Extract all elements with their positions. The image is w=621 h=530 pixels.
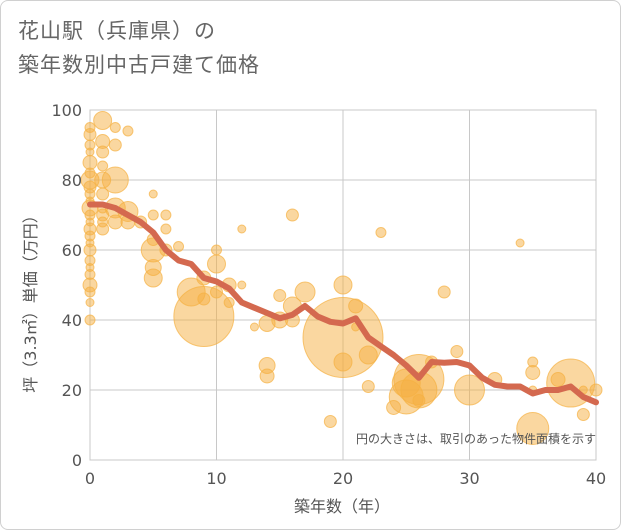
bubble-point <box>237 224 247 234</box>
bubble-point <box>454 374 485 406</box>
x-tick-label: 0 <box>85 469 95 488</box>
chart-title-line2: 築年数別中古戸建て価格 <box>18 53 260 77</box>
bubble-layer <box>80 111 603 445</box>
bubble-point <box>96 222 110 236</box>
bubble-point <box>348 298 364 314</box>
bubble-point <box>450 345 464 358</box>
bubble-point <box>148 189 158 199</box>
bubble-point <box>173 241 185 252</box>
x-tick-label: 30 <box>459 469 479 488</box>
bubble-point <box>83 128 97 141</box>
x-tick-label: 40 <box>586 469 606 488</box>
chart-title: 花山駅（兵庫県）の 築年数別中古戸建て価格 <box>18 14 260 82</box>
bubble-point <box>82 155 98 170</box>
bubble-point <box>375 227 387 238</box>
bubble-point <box>84 286 96 298</box>
average-price-line <box>87 201 599 406</box>
bubble-point <box>323 415 337 428</box>
bubble-point <box>525 365 541 380</box>
bubble-point <box>412 394 426 407</box>
bubble-point <box>147 209 159 221</box>
chart-title-line1: 花山駅（兵庫県）の <box>18 19 216 43</box>
bubble-point <box>437 285 451 299</box>
bubble-point <box>143 268 163 288</box>
tick-labels: 0 10 20 30 40 0 20 40 60 80 100 <box>51 101 606 488</box>
bubble-point <box>122 125 134 137</box>
bubble-point <box>249 322 259 332</box>
bubble-point <box>294 281 316 303</box>
x-axis-label: 築年数（年） <box>294 497 390 516</box>
bubble-point <box>83 243 97 257</box>
bubble-point <box>361 380 375 393</box>
bubble-point <box>515 238 525 248</box>
bubble-point <box>516 412 550 445</box>
bubble-point <box>207 254 226 274</box>
bubble-point <box>333 275 353 295</box>
bubble-point <box>259 368 275 384</box>
bubble-point <box>285 208 299 222</box>
bubble-point <box>96 145 110 159</box>
bubble-size-note: 円の大きさは、取引のあった物件面積を示す <box>356 431 596 446</box>
y-tick-label: 60 <box>62 241 82 260</box>
bubble-point <box>101 166 129 194</box>
bubble-point <box>93 111 113 130</box>
bubble-point <box>108 138 122 152</box>
bubble-point <box>237 280 247 290</box>
y-tick-label: 100 <box>51 101 82 120</box>
bubble-point <box>85 298 95 307</box>
bubble-point <box>109 122 121 133</box>
y-tick-label: 40 <box>62 311 82 330</box>
x-tick-label: 10 <box>206 469 226 488</box>
y-tick-label: 80 <box>62 171 82 190</box>
bubble-point <box>223 297 235 308</box>
bubble-point <box>96 187 110 201</box>
bubble-point <box>358 345 378 365</box>
bubble-point <box>211 244 222 256</box>
bubble-point <box>576 408 590 421</box>
bubble-point <box>589 383 603 397</box>
x-tick-label: 20 <box>333 469 353 488</box>
y-axis-label: 坪（3.3㎡）単価（万円） <box>21 207 40 392</box>
y-tick-label: 0 <box>72 451 82 470</box>
bubble-point <box>97 160 109 172</box>
bubble-point <box>84 314 96 326</box>
bubble-point <box>333 352 353 372</box>
bubble-point <box>160 223 172 235</box>
bubble-point <box>160 209 172 221</box>
bubble-point <box>85 147 95 157</box>
bubble-point <box>173 286 235 347</box>
bubble-point <box>400 371 438 409</box>
y-tick-label: 20 <box>62 381 82 400</box>
bubble-point <box>210 285 223 299</box>
bubble-point <box>273 289 287 302</box>
